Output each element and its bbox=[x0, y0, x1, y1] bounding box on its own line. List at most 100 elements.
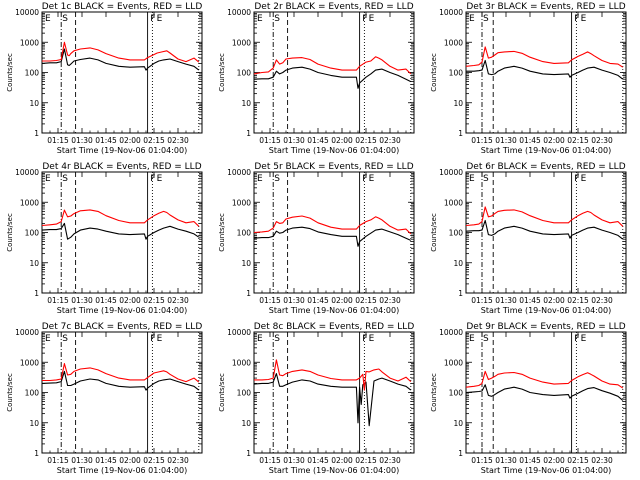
y-tick-label: 1000 bbox=[20, 358, 39, 367]
lld-rate-line bbox=[465, 206, 624, 227]
plot-frame bbox=[465, 11, 627, 134]
lld-rate-line bbox=[465, 370, 624, 389]
event-flag-label: S bbox=[62, 14, 68, 24]
y-tick-label: 1000 bbox=[232, 358, 251, 367]
y-tick-label: 10000 bbox=[227, 168, 251, 177]
y-tick-label: 10 bbox=[29, 99, 39, 108]
event-flag-label: E bbox=[157, 174, 163, 184]
y-axis-title: Counts/sec bbox=[218, 53, 226, 92]
y-axis-title: Counts/sec bbox=[6, 53, 14, 92]
events-rate-line bbox=[253, 66, 412, 89]
panel-title: Det 8c BLACK = Events, RED = LLD bbox=[254, 322, 415, 332]
event-flag-label: F bbox=[150, 14, 155, 24]
event-flag-label: E bbox=[45, 174, 51, 184]
event-flag-label: E bbox=[469, 14, 475, 24]
x-tick-label: 01:30 bbox=[495, 136, 517, 145]
y-tick-label: 100 bbox=[449, 229, 464, 238]
x-tick-label: 01:30 bbox=[71, 456, 93, 465]
y-tick-label: 1000 bbox=[444, 198, 463, 207]
x-tick-label: 01:45 bbox=[307, 136, 329, 145]
x-tick-label: 01:30 bbox=[283, 136, 305, 145]
x-tick-label: 02:30 bbox=[591, 456, 613, 465]
x-tick-label: 02:30 bbox=[379, 456, 401, 465]
x-tick-label: 02:00 bbox=[119, 136, 141, 145]
x-tick-label: 01:15 bbox=[259, 456, 281, 465]
panel-title: Det 4r BLACK = Events, RED = LLD bbox=[42, 162, 201, 172]
plot-frame bbox=[465, 171, 627, 294]
event-flag-label: S bbox=[62, 334, 68, 344]
event-flag-label: F bbox=[150, 334, 155, 344]
y-tick-label: 1 bbox=[34, 129, 39, 138]
y-tick-label: 10 bbox=[29, 259, 39, 268]
x-tick-label: 02:00 bbox=[331, 136, 353, 145]
event-flag-label: E bbox=[369, 174, 375, 184]
x-tick-label: 01:45 bbox=[519, 136, 541, 145]
events-rate-line bbox=[253, 226, 412, 247]
x-tick-label: 01:15 bbox=[471, 456, 493, 465]
x-tick-label: 02:00 bbox=[119, 456, 141, 465]
x-tick-label: 02:30 bbox=[167, 136, 189, 145]
x-tick-label: 01:45 bbox=[95, 136, 117, 145]
y-tick-label: 100 bbox=[237, 389, 252, 398]
y-tick-label: 100 bbox=[449, 389, 464, 398]
event-flag-label: E bbox=[469, 174, 475, 184]
x-tick-label: 01:30 bbox=[283, 456, 305, 465]
x-tick-label: 01:45 bbox=[519, 296, 541, 305]
event-flag-label: E bbox=[581, 14, 587, 24]
x-axis-title: Start Time (19-Nov-06 01:04:00) bbox=[481, 306, 611, 315]
x-tick-label: 01:15 bbox=[47, 456, 69, 465]
lld-rate-line bbox=[253, 56, 412, 75]
event-flag-label: F bbox=[362, 174, 367, 184]
y-tick-label: 100 bbox=[237, 229, 252, 238]
x-tick-label: 02:00 bbox=[331, 456, 353, 465]
event-flag-label: F bbox=[362, 14, 367, 24]
x-tick-label: 01:45 bbox=[307, 296, 329, 305]
x-tick-label: 01:30 bbox=[71, 136, 93, 145]
event-flag-label: E bbox=[45, 334, 51, 344]
y-tick-label: 1 bbox=[246, 129, 251, 138]
y-tick-label: 100 bbox=[25, 229, 40, 238]
event-flag-label: E bbox=[581, 334, 587, 344]
y-axis-title: Counts/sec bbox=[218, 213, 226, 252]
panel-title: Det 5r BLACK = Events, RED = LLD bbox=[254, 162, 413, 172]
x-tick-label: 02:15 bbox=[355, 456, 377, 465]
y-axis-title: Counts/sec bbox=[430, 213, 438, 252]
detector-panel-1: Det 1c BLACK = Events, RED = LLD 1 10 100 10… bbox=[6, 2, 203, 155]
y-tick-label: 100 bbox=[25, 389, 40, 398]
event-flag-label: F bbox=[362, 334, 367, 344]
y-tick-label: 10 bbox=[453, 419, 463, 428]
y-tick-label: 1 bbox=[458, 449, 463, 458]
detector-panel-8: Det 8c BLACK = Events, RED = LLD 1 10 100 10… bbox=[218, 322, 415, 475]
event-flag-label: S bbox=[274, 334, 280, 344]
detector-panel-2: Det 2r BLACK = Events, RED = LLD 1 10 100 10… bbox=[218, 2, 415, 155]
event-flag-label: E bbox=[469, 334, 475, 344]
y-tick-label: 1000 bbox=[232, 38, 251, 47]
x-tick-label: 02:00 bbox=[543, 296, 565, 305]
events-rate-line bbox=[253, 373, 412, 427]
y-tick-label: 1000 bbox=[444, 358, 463, 367]
x-tick-label: 02:15 bbox=[143, 136, 165, 145]
plot-frame bbox=[41, 331, 203, 454]
y-tick-label: 1 bbox=[458, 129, 463, 138]
x-tick-label: 02:15 bbox=[567, 296, 589, 305]
x-tick-label: 01:15 bbox=[471, 296, 493, 305]
y-tick-label: 1 bbox=[458, 289, 463, 298]
y-tick-label: 10000 bbox=[15, 328, 39, 337]
y-tick-label: 10000 bbox=[439, 328, 463, 337]
x-tick-label: 01:15 bbox=[471, 136, 493, 145]
x-tick-label: 02:00 bbox=[331, 296, 353, 305]
y-tick-label: 1000 bbox=[20, 38, 39, 47]
x-tick-label: 02:15 bbox=[355, 296, 377, 305]
event-flag-label: S bbox=[483, 14, 489, 24]
y-tick-label: 10000 bbox=[15, 168, 39, 177]
x-tick-label: 02:30 bbox=[591, 296, 613, 305]
panel-title: Det 1c BLACK = Events, RED = LLD bbox=[42, 2, 203, 12]
x-tick-label: 01:30 bbox=[283, 296, 305, 305]
y-axis-title: Counts/sec bbox=[430, 53, 438, 92]
x-axis-title: Start Time (19-Nov-06 01:04:00) bbox=[269, 146, 399, 155]
x-tick-label: 02:30 bbox=[167, 296, 189, 305]
x-tick-label: 02:15 bbox=[143, 296, 165, 305]
x-axis-title: Start Time (19-Nov-06 01:04:00) bbox=[481, 466, 611, 475]
y-axis-title: Counts/sec bbox=[430, 373, 438, 412]
plot-frame bbox=[41, 11, 203, 134]
